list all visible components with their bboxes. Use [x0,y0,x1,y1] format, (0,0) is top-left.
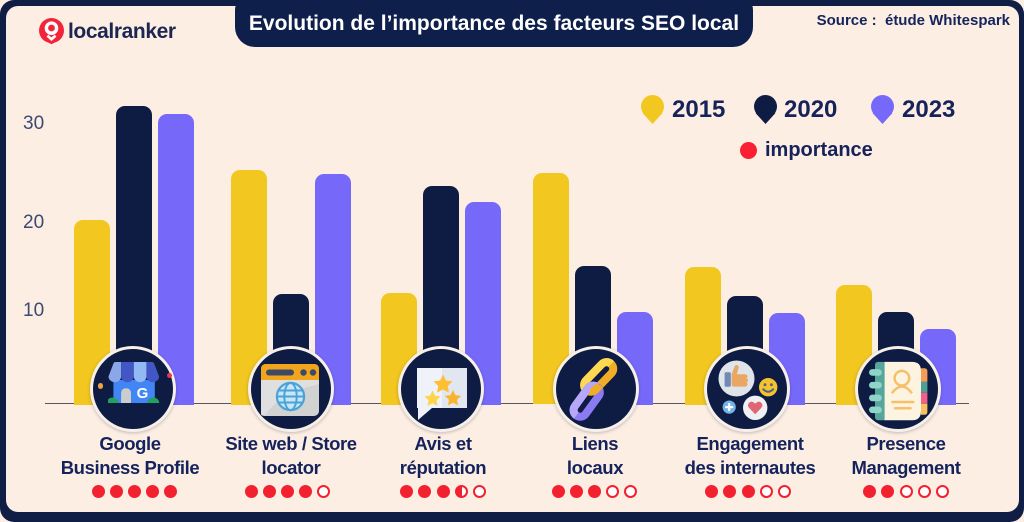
svg-text:G: G [137,385,149,402]
